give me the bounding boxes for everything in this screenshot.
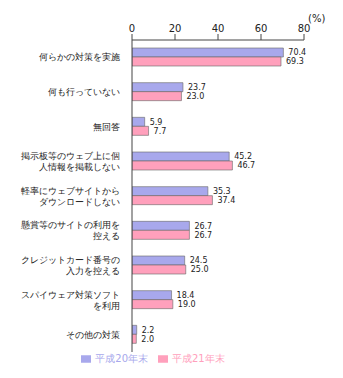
svg-text:80: 80: [298, 23, 311, 34]
html-text:平成21年末: 平成21年末: [172, 353, 225, 364]
svg-text:26.7: 26.7: [194, 222, 212, 231]
svg-text:37.4: 37.4: [217, 196, 235, 205]
svg-text:19.0: 19.0: [178, 300, 196, 309]
svg-text:18.4: 18.4: [177, 291, 195, 300]
html-text:平成20年末: 平成20年末: [95, 353, 148, 364]
svg-text:何らかの対策を実施: 何らかの対策を実施: [39, 52, 120, 62]
svg-text:46.7: 46.7: [237, 161, 255, 170]
svg-text:軽率にウェブサイトからダウンロードしない: 軽率にウェブサイトからダウンロードしない: [21, 185, 120, 206]
svg-text:無回答: 無回答: [93, 121, 120, 131]
svg-text:69.3: 69.3: [286, 57, 304, 66]
svg-text:掲示板等のウェブ上に個人情報を掲載しない: 掲示板等のウェブ上に個人情報を掲載しない: [21, 150, 120, 171]
svg-text:40: 40: [212, 23, 225, 34]
svg-text:20: 20: [169, 23, 182, 34]
svg-text:70.4: 70.4: [288, 48, 306, 57]
svg-text:何も行っていない: 何も行っていない: [48, 87, 120, 97]
svg-text:その他の対策: その他の対策: [66, 329, 120, 339]
svg-text:25.0: 25.0: [191, 265, 209, 274]
svg-text:45.2: 45.2: [234, 152, 252, 161]
svg-text:23.7: 23.7: [188, 83, 206, 92]
svg-text:(%): (%): [308, 13, 325, 24]
svg-text:2.0: 2.0: [141, 335, 154, 344]
svg-text:7.7: 7.7: [154, 127, 167, 136]
svg-text:クレジットカード番号の入力を控える: クレジットカード番号の入力を控える: [21, 254, 120, 275]
svg-text:2.2: 2.2: [142, 326, 155, 335]
svg-text:5.9: 5.9: [150, 118, 163, 127]
svg-text:26.7: 26.7: [194, 231, 212, 240]
svg-text:23.0: 23.0: [186, 92, 204, 101]
svg-text:24.5: 24.5: [190, 256, 208, 265]
svg-text:35.3: 35.3: [213, 187, 231, 196]
svg-text:0: 0: [129, 23, 135, 34]
svg-text:スパイウェア対策ソフトを利用: スパイウェア対策ソフトを利用: [21, 289, 120, 310]
svg-text:懸賞等のサイトの利用を控える: 懸賞等のサイトの利用を控える: [20, 220, 120, 241]
svg-text:60: 60: [255, 23, 268, 34]
